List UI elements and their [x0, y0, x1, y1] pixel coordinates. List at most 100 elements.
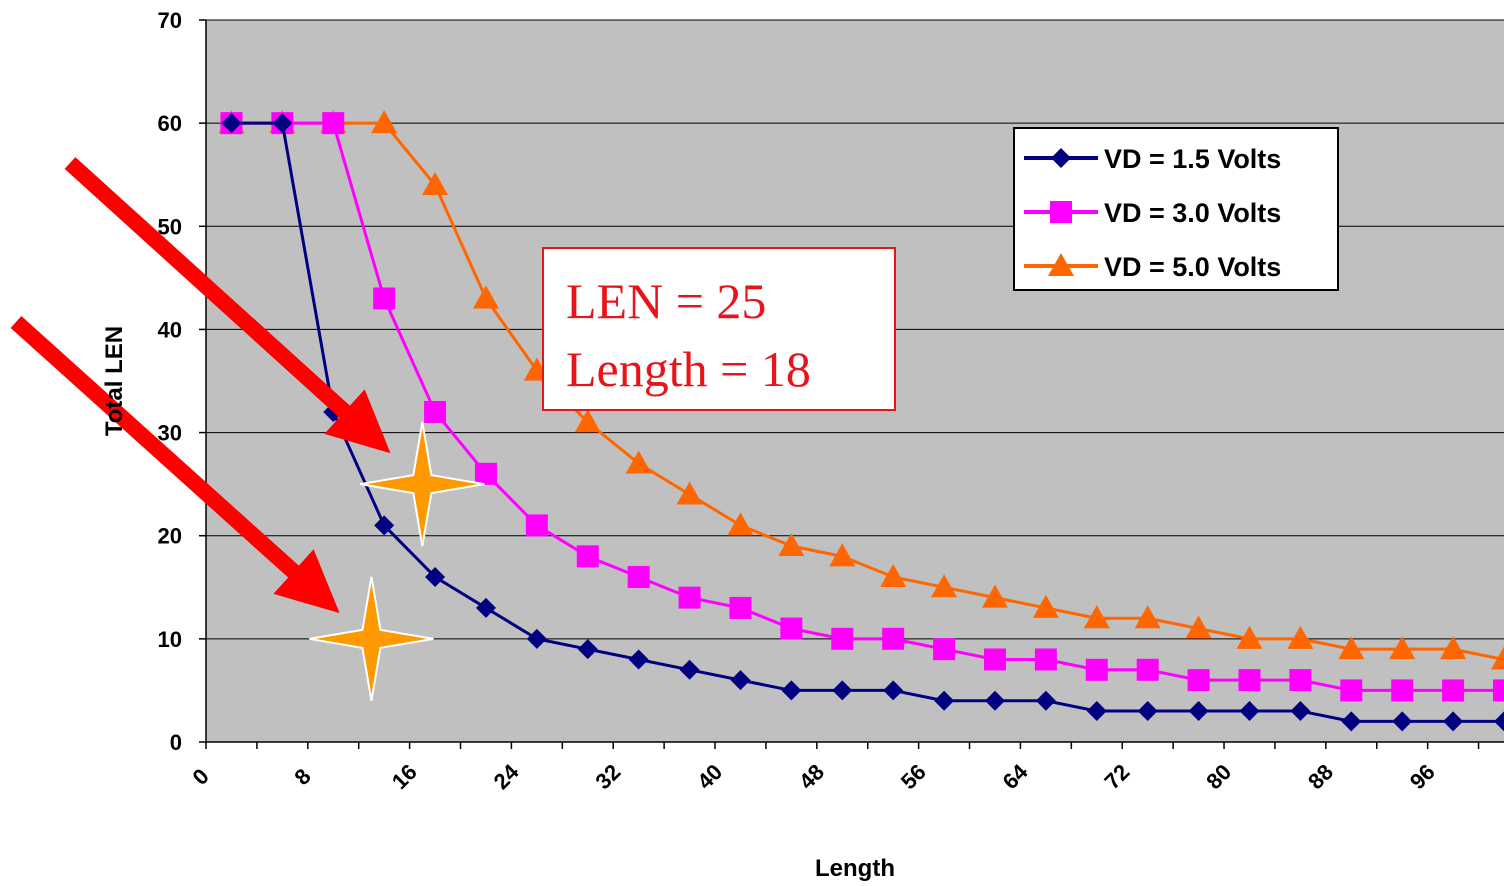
star-icon [360, 421, 485, 547]
data-point [577, 639, 598, 660]
data-point [781, 680, 802, 701]
data-point [474, 462, 497, 485]
y-axis-title: Total LEN [101, 326, 128, 436]
legend-item: VD = 1.5 Volts [1024, 144, 1281, 174]
x-tick-label: 40 [692, 759, 727, 794]
x-tick-label: 24 [489, 759, 525, 795]
data-point [780, 617, 803, 640]
y-tick-label: 20 [158, 524, 182, 549]
x-tick-label: 32 [590, 759, 625, 794]
annotation-line-2: Length = 18 [566, 341, 811, 397]
x-tick-label: 80 [1201, 759, 1236, 794]
data-point [1239, 701, 1260, 722]
data-point [1338, 636, 1365, 660]
y-tick-label: 60 [158, 111, 182, 136]
x-tick-label: 96 [1405, 759, 1440, 794]
data-point [727, 512, 754, 536]
data-point [221, 113, 242, 134]
data-point [1392, 711, 1413, 732]
y-tick-label: 40 [158, 317, 182, 342]
data-point [1340, 679, 1363, 702]
data-point [829, 543, 856, 567]
x-tick-label: 16 [387, 759, 422, 794]
series-layer [218, 110, 1504, 732]
y-tick-label: 30 [158, 421, 182, 446]
data-point [425, 566, 446, 587]
data-point [1187, 669, 1210, 692]
data-point [1134, 605, 1161, 629]
data-point [882, 627, 905, 650]
legend-label: VD = 5.0 Volts [1104, 252, 1281, 282]
data-point [272, 113, 293, 134]
data-point [1389, 636, 1416, 660]
data-point [676, 481, 703, 505]
x-tick-label: 0 [188, 764, 214, 790]
data-point [322, 112, 345, 135]
data-point [1287, 625, 1314, 649]
legend-marker [1048, 253, 1074, 276]
data-point [625, 450, 652, 474]
legend-item: VD = 3.0 Volts [1024, 198, 1281, 228]
data-point [1440, 636, 1467, 660]
axes [199, 19, 1504, 749]
data-point [1034, 648, 1057, 671]
data-point [778, 533, 805, 557]
data-point [628, 649, 649, 670]
data-point [422, 172, 449, 196]
series-3 [218, 110, 1504, 670]
annotation-box: LEN = 25 Length = 18 [542, 247, 896, 411]
data-point [472, 285, 499, 309]
data-point [1289, 669, 1312, 692]
data-point [832, 680, 853, 701]
x-tick-label: 64 [998, 759, 1034, 795]
x-tick-label: 72 [1099, 759, 1134, 794]
y-tick-label: 0 [170, 730, 182, 755]
data-point [1086, 701, 1107, 722]
data-point [1035, 690, 1056, 711]
data-point [1136, 658, 1159, 681]
x-tick-label: 48 [794, 759, 829, 794]
data-point [1083, 605, 1110, 629]
data-point [931, 574, 958, 598]
data-point [933, 638, 956, 661]
data-point [934, 690, 955, 711]
legend-label: VD = 1.5 Volts [1104, 144, 1281, 174]
data-point [831, 627, 854, 650]
data-point [574, 409, 601, 433]
data-point [1032, 594, 1059, 618]
data-point [1391, 679, 1414, 702]
data-point [1494, 711, 1504, 732]
data-point [1341, 711, 1362, 732]
legend-marker [1051, 148, 1071, 168]
data-point [730, 670, 751, 691]
data-point [475, 597, 496, 618]
data-point [983, 648, 1006, 671]
data-point [1236, 625, 1263, 649]
data-point [627, 565, 650, 588]
legend-marker [1050, 201, 1072, 223]
data-point [576, 545, 599, 568]
data-point [424, 400, 447, 423]
data-point [371, 110, 398, 134]
y-tick-label: 10 [158, 627, 182, 652]
x-tick-label: 88 [1303, 759, 1338, 794]
x-tick-label: 8 [289, 764, 315, 790]
series-1 [221, 113, 1504, 732]
data-point [1188, 701, 1209, 722]
data-point [883, 680, 904, 701]
legend-label: VD = 3.0 Volts [1104, 198, 1281, 228]
data-point [525, 514, 548, 537]
data-point [678, 586, 701, 609]
data-point [1493, 679, 1504, 702]
arrow-icon [64, 157, 391, 454]
y-tick-label: 70 [158, 8, 182, 33]
data-point [984, 690, 1005, 711]
data-point [374, 515, 395, 536]
arrow-icon [10, 316, 340, 614]
annotation-frame [542, 247, 896, 411]
data-point [1491, 646, 1504, 670]
y-tick-label: 50 [158, 214, 182, 239]
data-point [373, 287, 396, 310]
annotation-line-1: LEN = 25 [566, 273, 766, 329]
